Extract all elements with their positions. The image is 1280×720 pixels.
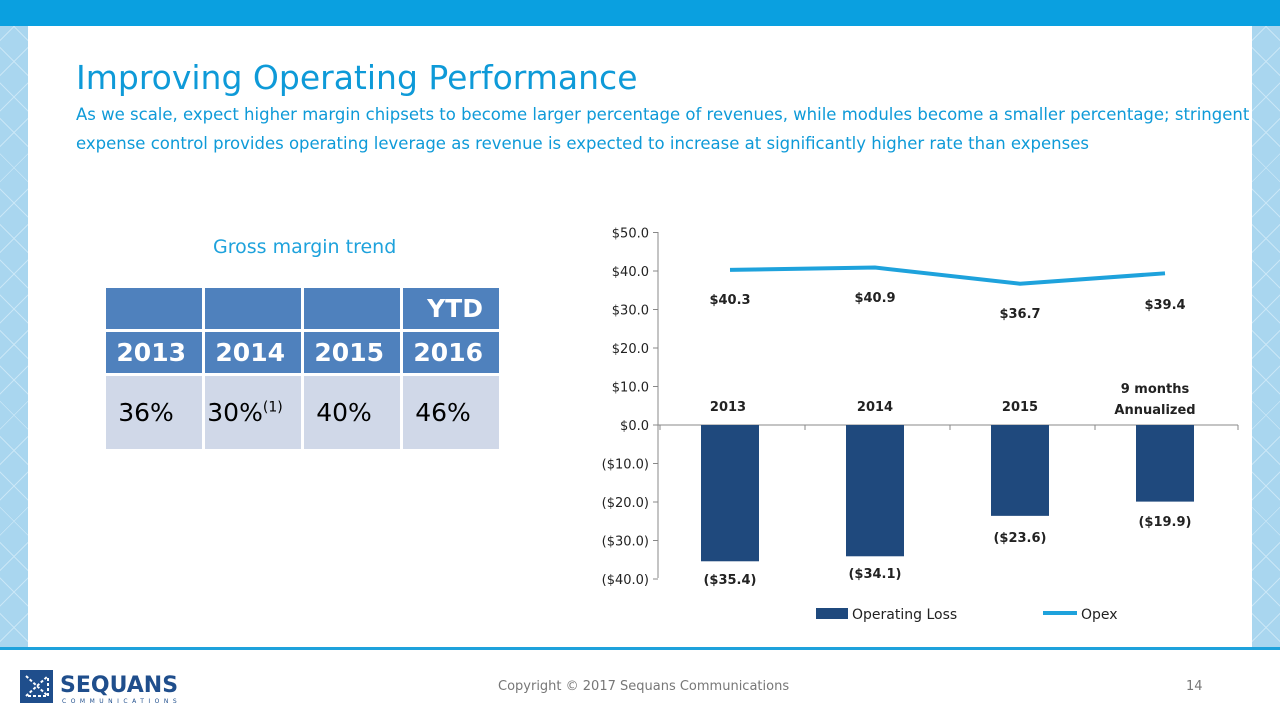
header-cell bbox=[103, 285, 205, 332]
category-label: 2015 bbox=[1002, 400, 1038, 415]
bar-data-label: ($35.4) bbox=[703, 573, 756, 588]
line-data-label: $40.3 bbox=[709, 293, 750, 308]
subtitle: As we scale, expect higher margin chipse… bbox=[76, 105, 1250, 153]
value-cell: 40% bbox=[301, 373, 403, 452]
line-data-label: $36.7 bbox=[999, 307, 1040, 322]
gross-margin-title: Gross margin trend bbox=[213, 236, 397, 258]
category-label: 2014 bbox=[857, 400, 893, 415]
page-title: Improving Operating Performance bbox=[76, 58, 638, 97]
header-cell: 2014 bbox=[202, 329, 304, 376]
bar-data-label: ($19.9) bbox=[1138, 515, 1191, 530]
header-cell bbox=[202, 285, 304, 332]
y-tick-label: $0.0 bbox=[620, 419, 649, 434]
header-cell: YTD bbox=[400, 285, 502, 332]
legend-swatch-operating-loss bbox=[816, 608, 848, 619]
header-cell: 2016 bbox=[400, 329, 502, 376]
bar-operating-loss bbox=[1136, 425, 1194, 502]
top-bar bbox=[0, 0, 1280, 26]
y-tick-label: ($40.0) bbox=[602, 573, 649, 588]
legend-label: Operating Loss bbox=[852, 607, 957, 623]
y-tick-label: ($10.0) bbox=[602, 458, 649, 473]
copyright: Copyright © 2017 Sequans Communications bbox=[498, 679, 790, 694]
header-cell: 2013 bbox=[103, 329, 205, 376]
footer-divider bbox=[0, 647, 1280, 650]
value: 30% bbox=[207, 398, 263, 427]
y-tick-label: ($30.0) bbox=[602, 535, 649, 550]
y-tick-label: $50.0 bbox=[612, 227, 649, 242]
footnote-mark: (1) bbox=[262, 399, 283, 416]
legend-label: Opex bbox=[1081, 607, 1118, 623]
header-cell bbox=[301, 285, 403, 332]
bar-data-label: ($34.1) bbox=[848, 567, 901, 582]
page-number: 14 bbox=[1186, 679, 1203, 694]
bar-operating-loss bbox=[846, 425, 904, 557]
y-tick-label: $40.0 bbox=[612, 265, 649, 280]
y-tick-label: $30.0 bbox=[612, 304, 649, 319]
y-tick-label: ($20.0) bbox=[602, 496, 649, 511]
value-cell: 36% bbox=[103, 373, 205, 452]
y-tick-label: $20.0 bbox=[612, 342, 649, 357]
value-cell: 30%(1) bbox=[202, 373, 304, 452]
opex-line bbox=[729, 265, 1166, 286]
svg-text:SEQUANS: SEQUANS bbox=[60, 673, 178, 698]
category-label: Annualized bbox=[1114, 403, 1195, 418]
left-pattern bbox=[0, 26, 28, 648]
sequans-logo: SEQUANS COMMUNICATIONS bbox=[20, 668, 200, 712]
bar-data-label: ($23.6) bbox=[993, 531, 1046, 546]
line-data-label: $40.9 bbox=[854, 291, 895, 306]
bar-operating-loss bbox=[991, 425, 1049, 516]
right-pattern bbox=[1252, 26, 1280, 648]
y-tick-label: $10.0 bbox=[612, 381, 649, 396]
category-label: 9 months bbox=[1121, 382, 1190, 397]
header-cell: 2015 bbox=[301, 329, 403, 376]
category-label: 2013 bbox=[710, 400, 746, 415]
bar-operating-loss bbox=[701, 425, 759, 562]
gross-margin-table: YTD 2013 2014 2015 2016 36% 30%(1) 40% 46% bbox=[103, 285, 502, 452]
value-cell: 46% bbox=[400, 373, 502, 452]
svg-text:COMMUNICATIONS: COMMUNICATIONS bbox=[62, 698, 181, 705]
line-data-label: $39.4 bbox=[1144, 298, 1185, 313]
